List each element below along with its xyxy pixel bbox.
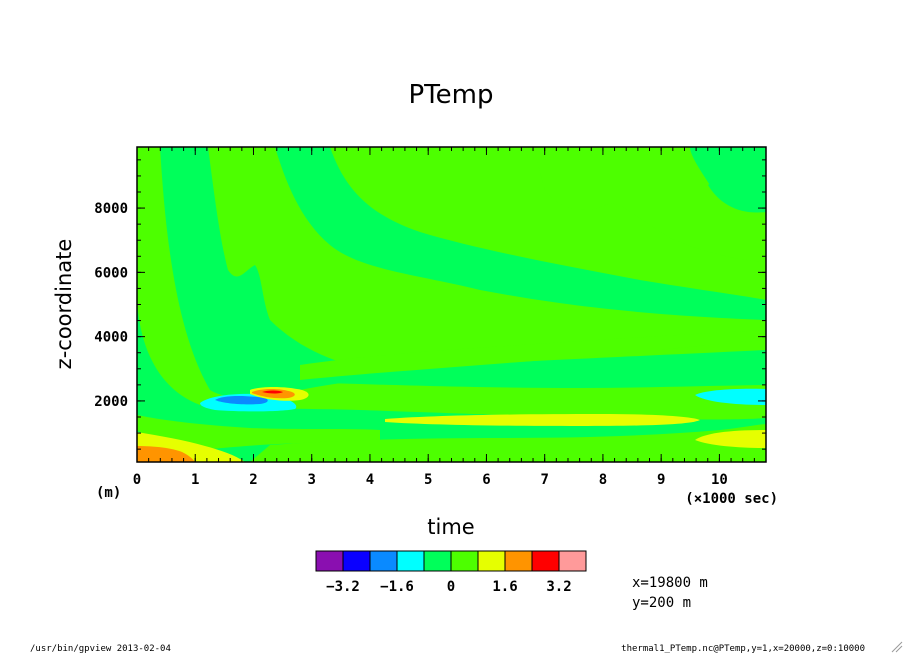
colorbar-swatch [558,550,587,572]
x-axis-label: time [427,515,474,539]
colorbar-label: 0 [447,579,455,595]
x-tick-label: 2 [249,472,257,488]
region-orange-left [137,446,195,462]
x-tick-label: 4 [366,472,374,488]
contour-plot [136,146,767,463]
footer-right: thermal1_PTemp.nc@PTemp,y=1,x=20000,z=0:… [621,644,865,654]
x-tick-label: 6 [482,472,490,488]
x-tick-label: 3 [308,472,316,488]
region-red-hot [262,390,283,394]
y-tick-labels: 2000 4000 6000 8000 [94,201,128,410]
y-cut-info: y=200 m [632,595,691,611]
colorbar-swatch [369,550,398,572]
region-band-right [708,147,766,213]
region-lower-green2 [250,424,766,462]
x-tick-label: 10 [711,472,728,488]
x-unit-label: (×1000 sec) [685,491,778,507]
x-tick-labels: 0 1 2 3 4 5 6 7 8 9 10 [133,472,728,488]
region-yellow-mid [385,414,700,426]
y-axis-label: z-coordinate [52,239,76,370]
colorbar-swatch [396,550,425,572]
y-tick-label: 2000 [94,394,128,410]
region-band-upper [137,147,766,398]
region-band-mid2 [290,350,766,388]
region-blue-left [215,395,268,405]
colorbar-label: −3.2 [326,579,360,595]
colorbar-labels: −3.2 −1.6 0 1.6 3.2 [326,579,572,595]
colorbar-swatch [477,550,506,572]
x-tick-label: 0 [133,472,141,488]
y-unit-label: (m) [96,485,121,501]
x-tick-label: 9 [657,472,665,488]
colorbar [315,550,587,572]
x-tick-label: 8 [599,472,607,488]
colorbar-swatch [531,550,560,572]
region-orange-hot [252,389,295,399]
chart-title: PTemp [409,80,494,110]
colorbar-swatch [342,550,371,572]
colorbar-swatch [450,550,479,572]
region-band-midupper [330,147,766,300]
region-band-mid3 [300,330,766,380]
footer-left: /usr/bin/gpview 2013-02-04 [30,644,171,654]
x-tick-label: 7 [540,472,548,488]
axis-ticks [136,147,767,462]
region-yellow-right [695,430,766,448]
y-tick-label: 4000 [94,330,128,346]
colorbar-swatch [423,550,452,572]
y-tick-label: 6000 [94,265,128,281]
colorbar-swatch [315,550,344,572]
x-tick-label: 1 [191,472,199,488]
y-tick-label: 8000 [94,201,128,217]
colorbar-label: 1.6 [492,579,517,595]
colorbar-label: 3.2 [546,579,571,595]
region-lower-green [137,415,380,452]
colorbar-swatch [504,550,533,572]
region-cyan-right [695,388,766,405]
x-tick-label: 5 [424,472,432,488]
x-cut-info: x=19800 m [632,575,708,591]
resize-grip-icon[interactable] [891,641,903,653]
colorbar-label: −1.6 [380,579,414,595]
